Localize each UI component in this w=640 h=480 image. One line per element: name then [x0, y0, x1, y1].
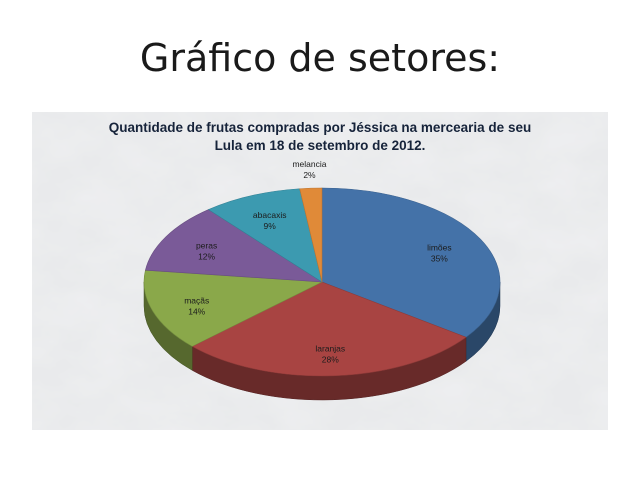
slice-label-limões: limões — [427, 242, 452, 252]
chart-area: Quantidade de frutas compradas por Jéssi… — [32, 112, 608, 430]
slice-percent-maçãs: 14% — [188, 306, 205, 316]
pie-chart: Quantidade de frutas compradas por Jéssi… — [32, 112, 608, 430]
pie-slice-limões — [321, 187, 501, 338]
slide-title: Gráfico de setores: — [139, 36, 501, 80]
chart-title-line-2: Lula em 18 de setembro de 2012. — [215, 138, 426, 153]
pie-slice-maçãs — [143, 269, 324, 347]
slice-label-laranjas: laranjas — [315, 343, 345, 353]
pie-slice-laranjas — [191, 281, 467, 377]
slice-percent-melancia: 2% — [303, 170, 316, 180]
slice-percent-abacaxis: 9% — [264, 221, 277, 231]
slice-label-maçãs: maçãs — [184, 295, 209, 305]
slice-label-melancia: melancia — [292, 159, 326, 169]
pie-slice-melancia — [299, 187, 323, 283]
chart-title-line-1: Quantidade de frutas compradas por Jéssi… — [109, 120, 531, 135]
slice-percent-peras: 12% — [198, 251, 215, 261]
slice-label-peras: peras — [196, 240, 217, 250]
pie-layer — [143, 187, 501, 401]
pie-slice-peras — [145, 209, 323, 283]
slice-percent-laranjas: 28% — [322, 354, 339, 364]
slice-label-abacaxis: abacaxis — [253, 210, 287, 220]
slice-percent-limões: 35% — [431, 253, 448, 263]
pie-slice-abacaxis — [207, 188, 323, 283]
